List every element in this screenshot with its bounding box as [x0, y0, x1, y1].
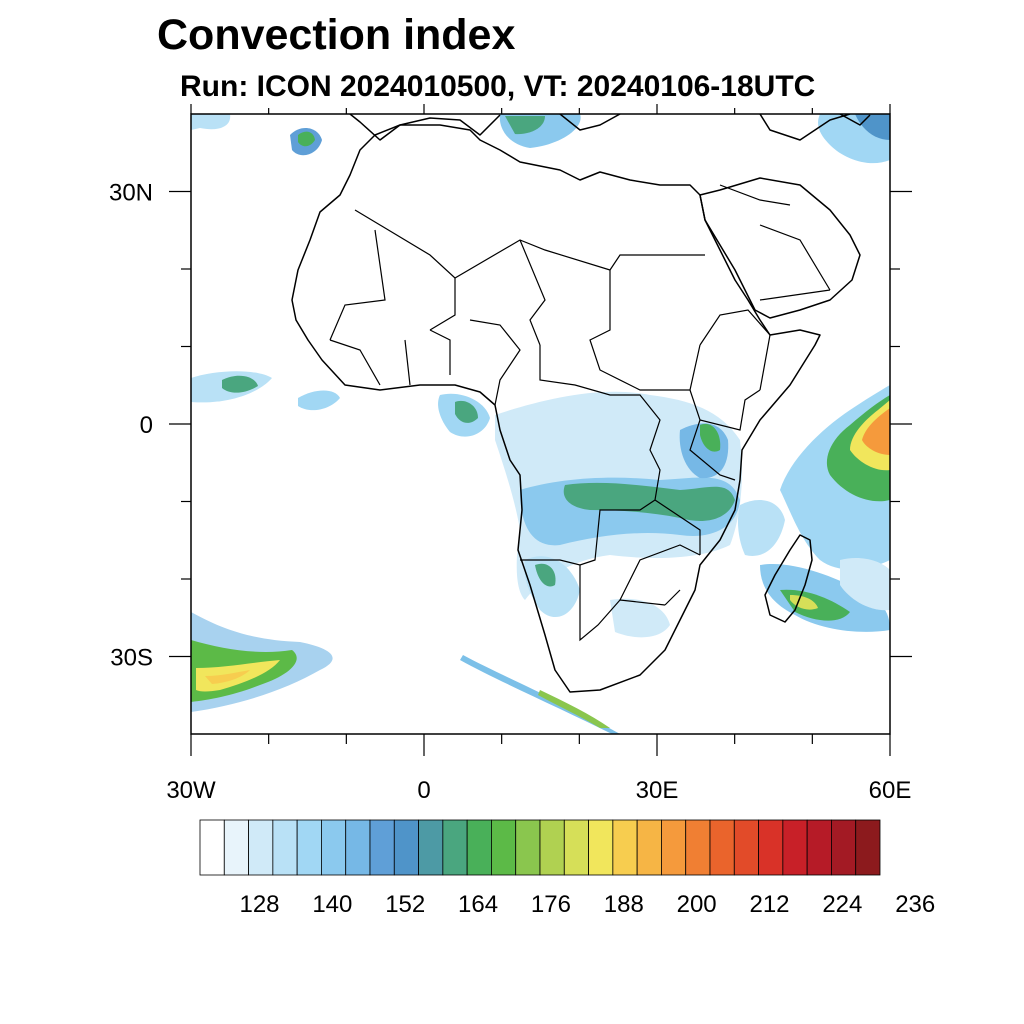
border-congo	[520, 345, 661, 566]
colorbar	[199, 819, 881, 876]
colorbar-swatch	[418, 819, 444, 876]
colorbar-label: 176	[531, 891, 571, 918]
arabia-coast	[699, 177, 861, 319]
colorbar-label: 128	[239, 891, 279, 918]
field-south-africa-east	[610, 598, 670, 638]
border-west-africa	[329, 319, 521, 406]
field-north-atlantic-core	[298, 131, 315, 147]
colorbar-swatch	[442, 819, 468, 876]
colorbar-label: 152	[385, 891, 425, 918]
colorbar-label: 212	[749, 891, 789, 918]
colorbar-swatch	[321, 819, 347, 876]
field-indian-ocean-peak	[862, 408, 890, 455]
field-southern-africa-core	[535, 563, 556, 587]
africa-coastline	[291, 124, 821, 693]
colorbar-swatch	[369, 819, 395, 876]
field-mediterranean-core	[505, 116, 545, 135]
colorbar-swatch	[199, 819, 225, 876]
colorbar-swatch	[758, 819, 784, 876]
colorbar-swatch	[491, 819, 517, 876]
field-madagascar	[760, 564, 890, 632]
colorbar-swatch	[782, 819, 808, 876]
field-mozambique-channel	[737, 500, 785, 556]
field-gulf-guinea-core	[455, 400, 478, 423]
field-sw-atlantic-hot	[205, 670, 250, 684]
border-ethiopia	[699, 309, 771, 391]
lat-tick-label: 30N	[109, 180, 153, 207]
colorbar-label: 140	[312, 891, 352, 918]
colorbar-swatch	[831, 819, 857, 876]
lon-tick-label: 0	[417, 777, 430, 804]
colorbar-swatch	[685, 819, 711, 876]
field-streak-core	[538, 690, 610, 728]
lon-tick-label: 30E	[636, 777, 679, 804]
convection-shading	[191, 114, 890, 734]
colorbar-swatch	[563, 819, 589, 876]
border-arabia	[719, 184, 831, 301]
colorbar-swatch	[248, 819, 274, 876]
map-title: Convection index	[157, 11, 516, 59]
europe-coast	[349, 114, 851, 141]
colorbar-swatch	[272, 819, 298, 876]
run-label: Run: ICON 2024010500,	[180, 70, 516, 103]
colorbar-swatch	[296, 819, 322, 876]
lon-tick-label: 60E	[869, 777, 912, 804]
lon-tick-label: 30W	[166, 777, 216, 804]
colorbar-swatch	[709, 819, 735, 876]
field-east-indian	[840, 558, 890, 611]
colorbar-swatch	[345, 819, 371, 876]
colorbar-label: 224	[822, 891, 862, 918]
border-southern-africa	[579, 544, 701, 642]
colorbar-swatch	[733, 819, 759, 876]
border-sahara	[329, 229, 546, 346]
lat-tick-label: 30S	[110, 645, 153, 672]
border-east-africa	[654, 389, 761, 555]
colorbar-swatch	[393, 819, 419, 876]
lat-tick-label: 0	[140, 412, 153, 439]
colorbar-swatch	[855, 819, 881, 876]
colorbar-swatch	[661, 819, 687, 876]
country-borders	[329, 184, 831, 642]
colorbar-label: 236	[895, 891, 935, 918]
colorbar-swatch	[223, 819, 249, 876]
valid-time-label: VT: 20240106-18UTC	[523, 70, 816, 103]
coastlines	[291, 114, 871, 693]
axis-ticks	[169, 104, 912, 756]
map-subtitle: Run: ICON 2024010500, VT: 20240106-18UTC	[180, 72, 815, 102]
caspian-coast	[839, 114, 871, 126]
colorbar-label: 188	[604, 891, 644, 918]
colorbar-swatch	[636, 819, 662, 876]
colorbar-swatch	[539, 819, 565, 876]
field-central-africa-core	[563, 482, 735, 521]
colorbar-labels: 128 140 152 164 176 188 200 212 224 236	[239, 891, 935, 918]
axis-labels: 30W 0 30E 60E 30N 0 30S	[109, 180, 911, 805]
colorbar-swatch	[588, 819, 614, 876]
field-southern-africa	[524, 556, 580, 618]
colorbar-label: 200	[677, 891, 717, 918]
field-atlantic-patch	[298, 390, 340, 411]
border-sudan	[589, 270, 701, 391]
field-lake-region-core	[700, 423, 721, 452]
colorbar-swatch	[806, 819, 832, 876]
colorbar-swatch	[515, 819, 541, 876]
colorbar-swatch	[466, 819, 492, 876]
field-west-atlantic-core	[222, 375, 258, 393]
madagascar-coast	[764, 534, 813, 623]
colorbar-swatch	[612, 819, 638, 876]
colorbar-label: 164	[458, 891, 498, 918]
field-nw-corner	[191, 114, 231, 130]
border-north-africa	[354, 209, 705, 279]
